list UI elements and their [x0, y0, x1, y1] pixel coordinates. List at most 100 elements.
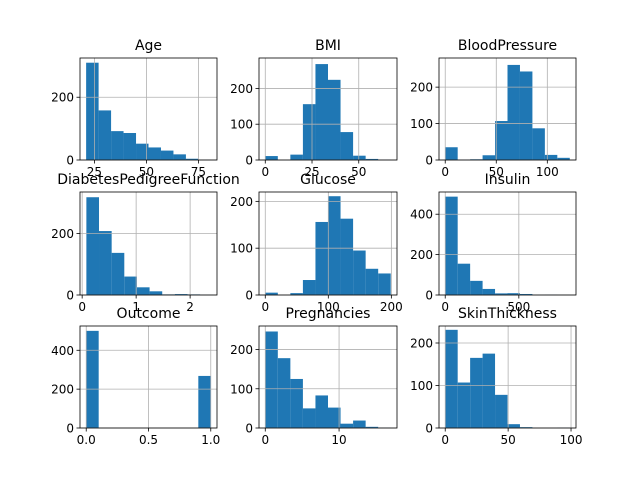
y-tick-label: 200 [51, 91, 74, 105]
histogram-bar [302, 280, 316, 295]
y-tick-label: 0 [66, 289, 74, 303]
histogram-bar [290, 293, 303, 295]
x-tick-label: 200 [380, 300, 403, 314]
subplot-title: BMI [315, 38, 341, 54]
y-tick-label: 0 [425, 289, 433, 303]
axes-frame [438, 57, 577, 161]
histogram-bar [445, 329, 458, 428]
histogram-bar [365, 268, 379, 295]
axes-frame [258, 57, 398, 161]
histogram-bar [148, 147, 161, 160]
histogram-bar [86, 62, 99, 161]
histogram-bar [136, 143, 149, 160]
histogram-bar [340, 218, 354, 295]
y-tick-label: 0 [425, 422, 433, 436]
y-tick-label: 100 [410, 117, 433, 131]
x-tick-label: 1.0 [201, 433, 220, 447]
histogram-bar [495, 394, 508, 428]
histogram-bar [124, 276, 137, 295]
histogram-bar [302, 408, 316, 428]
histogram-bar [482, 353, 496, 428]
histogram-bar [532, 128, 545, 160]
histogram-bar [340, 132, 354, 160]
histogram-bar [265, 156, 278, 160]
y-tick-label: 0 [425, 154, 433, 168]
y-tick-label: 200 [410, 81, 433, 95]
subplot-bmi: 0 25 50 0 100 200 BMI [230, 38, 398, 179]
histogram-bar [198, 375, 211, 428]
x-tick-label: 10 [331, 433, 346, 447]
histogram-bar [328, 79, 341, 160]
x-tick-label: 75 [191, 165, 206, 179]
y-tick-label: 100 [410, 379, 433, 393]
histogram-bar [265, 292, 278, 295]
histogram-bar [111, 252, 125, 295]
y-tick-label: 0 [245, 289, 253, 303]
histogram-bar [99, 231, 112, 295]
x-tick-label: 25 [304, 165, 319, 179]
axes-frame [258, 325, 398, 429]
histogram-bar [482, 288, 496, 295]
histogram-bar [328, 196, 341, 295]
x-tick-label: 0 [261, 165, 269, 179]
histogram-bar [557, 157, 570, 160]
x-tick-label: 100 [536, 165, 559, 179]
histogram-bar [315, 221, 328, 295]
x-tick-label: 50 [139, 165, 154, 179]
histogram-bar [149, 291, 163, 295]
histogram-bar [365, 426, 379, 428]
x-tick-label: 0.5 [139, 433, 158, 447]
histogram-bar [457, 382, 471, 428]
histogram-bar [482, 155, 496, 160]
histogram-bar [315, 64, 328, 160]
y-tick-label: 0 [245, 154, 253, 168]
y-tick-label: 0 [66, 422, 74, 436]
histogram-bar [86, 197, 100, 295]
x-tick-label: 50 [351, 165, 366, 179]
y-tick-label: 0 [245, 422, 253, 436]
x-tick-label: 2 [186, 300, 194, 314]
histogram-bar [519, 293, 533, 295]
y-tick-label: 200 [51, 383, 74, 397]
histogram-bar [378, 273, 391, 295]
x-tick-label: 0 [441, 300, 449, 314]
subplot-glucose: 0 100 200 0 100 200 Glucose [230, 172, 403, 314]
histogram-bar [328, 407, 341, 428]
histogram-bar [98, 110, 112, 160]
x-tick-label: 0 [441, 165, 449, 179]
subplot-title: DiabetesPedigreeFunction [57, 172, 240, 188]
y-tick-label: 200 [51, 227, 74, 241]
x-tick-label: 0 [261, 300, 269, 314]
histogram-bar [495, 293, 508, 295]
histogram-bar [123, 133, 137, 160]
axes-frame [79, 57, 218, 161]
subplot-title: SkinThickness [458, 306, 557, 322]
subplot-title: Pregnancies [286, 306, 371, 322]
histogram-bar [445, 147, 458, 160]
x-tick-label: 25 [87, 165, 102, 179]
histogram-bar [315, 395, 328, 428]
subplot-title: Outcome [117, 306, 181, 322]
histogram-bar [302, 104, 316, 160]
histogram-bar [507, 64, 520, 160]
histogram-bar [353, 420, 366, 428]
y-tick-label: 400 [410, 208, 433, 222]
y-tick-label: 200 [230, 82, 253, 96]
histogram-bar [470, 280, 483, 295]
histogram-bar [174, 294, 188, 295]
x-tick-label: 100 [317, 300, 340, 314]
y-tick-label: 400 [51, 344, 74, 358]
x-tick-label: 0 [78, 300, 86, 314]
histogram-bar [353, 250, 366, 295]
subplot-insulin: 0 500 0 200 400 Insulin [410, 172, 577, 314]
histogram-bar [507, 424, 520, 428]
y-tick-label: 100 [230, 118, 253, 132]
axes-frame [438, 191, 577, 296]
y-tick-label: 100 [230, 382, 253, 396]
histogram-bar [173, 154, 186, 160]
subplot-title: Glucose [300, 172, 356, 188]
subplot-title: Age [135, 38, 162, 54]
y-tick-label: 200 [230, 343, 253, 357]
subplot-skinthickness: 0 50 100 0 100 200 SkinThickness [410, 306, 582, 447]
